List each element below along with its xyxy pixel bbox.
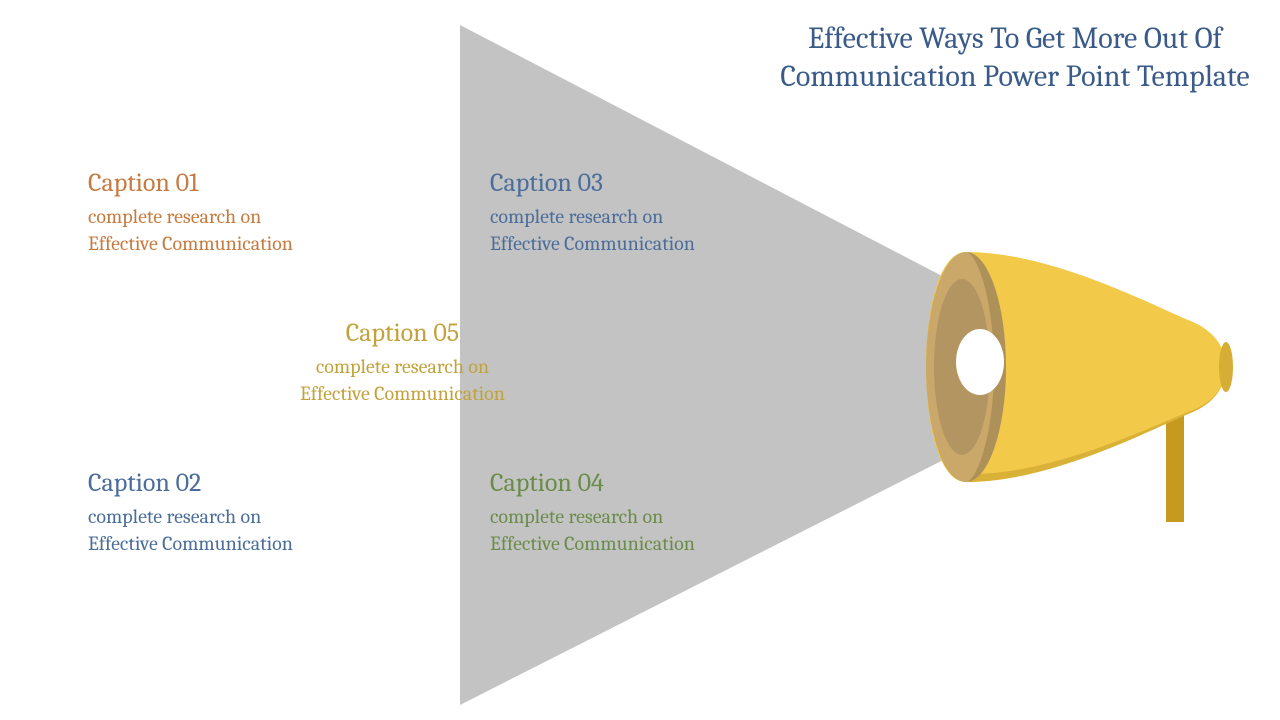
- slide-stage: Effective Ways To Get More Out Of Commun…: [0, 0, 1280, 720]
- caption-01-body-line2: Effective Communication: [88, 232, 293, 255]
- megaphone-icon: [926, 242, 1256, 542]
- caption-05-title: Caption 05: [300, 318, 505, 349]
- caption-02: Caption 02 complete research on Effectiv…: [88, 468, 293, 557]
- caption-04: Caption 04 complete research on Effectiv…: [490, 468, 695, 557]
- megaphone-highlight: [956, 329, 1004, 395]
- caption-03: Caption 03 complete research on Effectiv…: [490, 168, 695, 257]
- caption-03-body: complete research on Effective Communica…: [490, 203, 695, 257]
- caption-03-body-line2: Effective Communication: [490, 232, 695, 255]
- caption-02-body: complete research on Effective Communica…: [88, 503, 293, 557]
- caption-03-body-line1: complete research on: [490, 205, 663, 228]
- slide-title: Effective Ways To Get More Out Of Commun…: [780, 20, 1250, 95]
- caption-03-title: Caption 03: [490, 168, 695, 199]
- caption-04-body-line2: Effective Communication: [490, 532, 695, 555]
- caption-05: Caption 05 complete research on Effectiv…: [300, 318, 505, 407]
- caption-05-body-line2: Effective Communication: [300, 382, 505, 405]
- caption-04-body: complete research on Effective Communica…: [490, 503, 695, 557]
- caption-01-body: complete research on Effective Communica…: [88, 203, 293, 257]
- caption-05-body: complete research on Effective Communica…: [300, 353, 505, 407]
- caption-01: Caption 01 complete research on Effectiv…: [88, 168, 293, 257]
- caption-02-title: Caption 02: [88, 468, 293, 499]
- caption-02-body-line1: complete research on: [88, 505, 261, 528]
- caption-02-body-line2: Effective Communication: [88, 532, 293, 555]
- megaphone-endcap: [1219, 342, 1233, 392]
- caption-04-title: Caption 04: [490, 468, 695, 499]
- caption-05-body-line1: complete research on: [316, 355, 489, 378]
- caption-01-title: Caption 01: [88, 168, 293, 199]
- caption-04-body-line1: complete research on: [490, 505, 663, 528]
- caption-01-body-line1: complete research on: [88, 205, 261, 228]
